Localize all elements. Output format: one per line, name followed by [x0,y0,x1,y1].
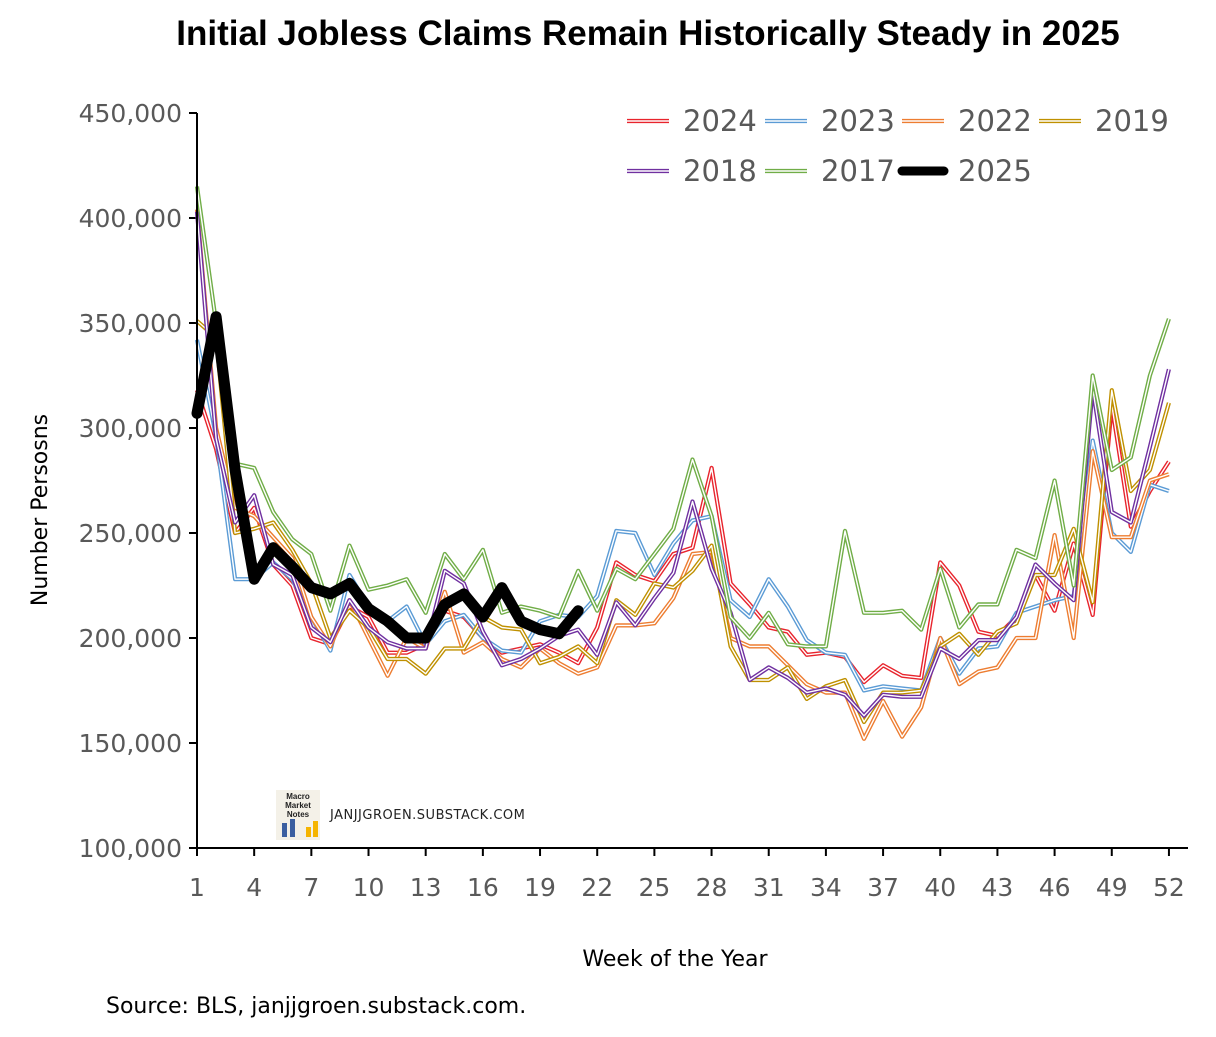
x-tick-label: 1 [189,873,205,902]
series-line-outer [195,319,1171,725]
x-axis-ticks: 1 4 7 10 13 16 19 22 25 28 31 34 37 40 43 46 49 52 [189,848,1185,902]
legend-item-2024: 2024 [627,104,757,138]
x-tick-label: 4 [246,873,262,902]
x-tick-label: 13 [410,873,442,902]
x-tick-label: 43 [982,873,1014,902]
x-tick-label: 16 [467,873,499,902]
legend: 2024 2023 2022 2019 2018 2017 2025 [627,104,1169,188]
series-line-inner [196,211,1170,717]
x-tick-label: 52 [1153,873,1185,902]
series-2018 [194,211,1171,718]
legend-label: 2022 [958,104,1032,138]
x-axis-title: Week of the Year [582,947,768,972]
x-tick-label: 40 [924,873,956,902]
x-tick-label: 28 [696,873,728,902]
legend-label: 2018 [683,154,757,188]
x-tick-label: 49 [1096,873,1128,902]
legend-item-2017: 2017 [765,154,895,188]
x-tick-label: 7 [303,873,319,902]
watermark-logo-text: Macro Market Notes [285,792,311,819]
series-2022 [194,209,1170,741]
legend-label: 2024 [683,104,757,138]
source-note: Source: BLS, janjjgroen.substack.com. [106,994,527,1019]
y-tick-label: 200,000 [79,624,182,653]
legend-item-2025: 2025 [897,154,1032,188]
watermark: Macro Market Notes JANJJGROEN.SUBSTACK.C… [276,790,525,840]
series-2017 [194,186,1171,649]
x-tick-label: 19 [524,873,556,902]
x-tick-label: 10 [353,873,385,902]
y-tick-label: 450,000 [79,99,182,128]
series-line [191,311,584,644]
series-line-outer [194,209,1170,741]
y-axis-title: Number Persosns [28,414,53,606]
x-tick-label: 34 [810,873,842,902]
series-2019 [195,319,1171,725]
y-tick-label: 350,000 [79,309,182,338]
y-tick-label: 300,000 [79,414,182,443]
legend-item-2018: 2018 [627,154,757,188]
legend-label: 2023 [821,104,895,138]
x-tick-label: 37 [867,873,899,902]
x-tick-label: 31 [753,873,785,902]
legend-label: 2019 [1095,104,1169,138]
chart-title: Initial Jobless Claims Remain Historical… [176,14,1120,53]
series-line-inner [196,186,1170,648]
y-tick-label: 150,000 [79,729,182,758]
legend-label: 2025 [958,154,1032,188]
y-axis-ticks: 100,000 150,000 200,000 250,000 300,000 350,0… [79,99,197,863]
y-tick-label: 250,000 [79,519,182,548]
x-tick-label: 25 [638,873,670,902]
x-tick-label: 46 [1039,873,1071,902]
legend-item-2022: 2022 [902,104,1032,138]
watermark-text: JANJJGROEN.SUBSTACK.COM [330,807,526,823]
legend-item-2019: 2019 [1039,104,1169,138]
chart-plot: 100,000 150,000 200,000 250,000 300,000 350,0… [28,99,1188,972]
series-line-inner [196,320,1170,723]
legend-item-2023: 2023 [765,104,895,138]
series-2025 [191,311,584,644]
legend-label: 2017 [821,154,895,188]
series-lines [191,186,1171,741]
y-tick-label: 400,000 [79,204,182,233]
watermark-logo: Macro Market Notes [276,790,320,840]
series-line-inner [196,209,1170,740]
y-tick-label: 100,000 [79,834,182,863]
x-tick-label: 22 [581,873,613,902]
